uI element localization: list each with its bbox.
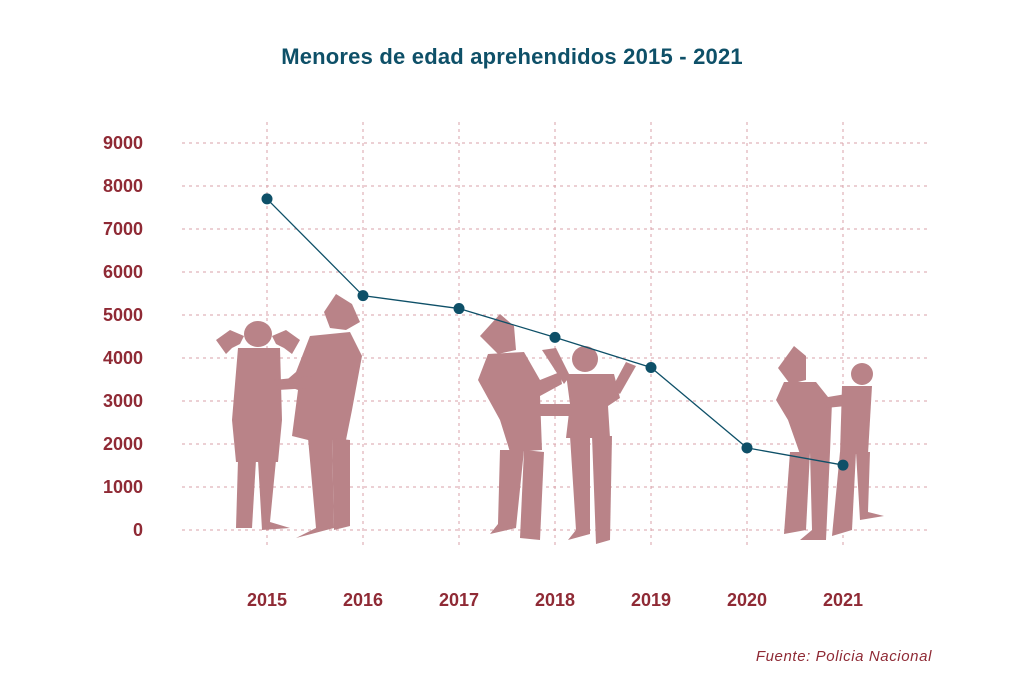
silhouette-detainee-right [822, 363, 884, 536]
x-tick-label: 2015 [247, 590, 287, 610]
x-tick-label: 2020 [727, 590, 767, 610]
y-tick-label: 4000 [103, 348, 143, 368]
x-tick-label: 2016 [343, 590, 383, 610]
y-axis-ticks: 9000 8000 7000 6000 5000 4000 3000 2000 1000 0 [103, 133, 143, 540]
silhouette-officer-middle [478, 314, 572, 540]
x-axis-ticks: 2015 2016 2017 2018 2019 2020 2021 [247, 590, 863, 610]
y-tick-label: 2000 [103, 434, 143, 454]
y-tick-label: 0 [133, 520, 143, 540]
silhouette-illustrations [216, 294, 884, 544]
data-point [357, 290, 369, 302]
data-point [549, 331, 561, 343]
silhouette-officer-right [776, 346, 832, 540]
y-tick-label: 6000 [103, 262, 143, 282]
y-tick-label: 9000 [103, 133, 143, 153]
y-tick-label: 1000 [103, 477, 143, 497]
silhouette-detainee-left [216, 321, 300, 530]
x-tick-label: 2021 [823, 590, 863, 610]
x-tick-label: 2017 [439, 590, 479, 610]
x-tick-label: 2019 [631, 590, 671, 610]
y-tick-label: 5000 [103, 305, 143, 325]
chart-title: Menores de edad aprehendidos 2015 - 2021 [281, 44, 743, 69]
data-point [453, 303, 465, 315]
silhouette-detainee-middle [542, 346, 636, 544]
data-point [645, 361, 657, 373]
x-tick-label: 2018 [535, 590, 575, 610]
y-tick-label: 7000 [103, 219, 143, 239]
data-points [261, 193, 849, 471]
data-point [837, 459, 849, 471]
silhouette-officer-left [274, 294, 362, 538]
source-note: Fuente: Policia Nacional [755, 648, 932, 665]
data-point [741, 442, 753, 454]
y-tick-label: 3000 [103, 391, 143, 411]
data-point [261, 193, 273, 205]
y-tick-label: 8000 [103, 176, 143, 196]
